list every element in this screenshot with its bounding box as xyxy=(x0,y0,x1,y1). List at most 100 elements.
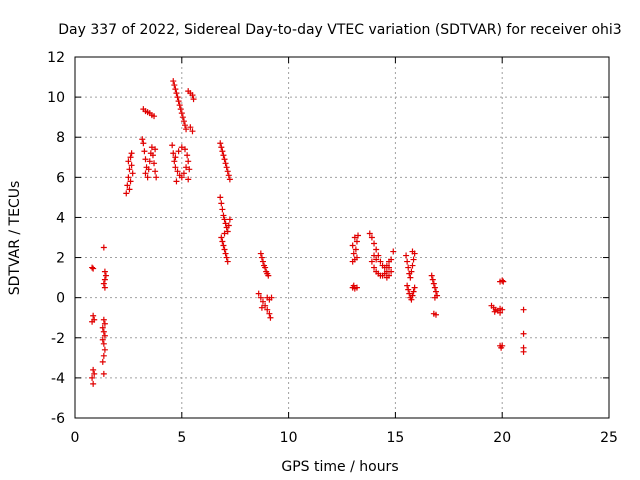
data-point xyxy=(173,178,180,185)
data-point xyxy=(100,280,107,287)
data-point xyxy=(125,158,132,165)
data-point xyxy=(101,284,108,291)
data-point xyxy=(404,282,411,289)
data-point xyxy=(90,366,97,373)
data-point xyxy=(89,318,96,325)
data-point xyxy=(499,277,506,284)
data-point xyxy=(349,258,356,265)
data-point xyxy=(408,296,415,303)
data-point xyxy=(173,90,180,97)
data-point xyxy=(222,220,229,227)
plot-frame xyxy=(74,56,610,419)
data-point xyxy=(430,280,437,287)
data-point xyxy=(403,252,410,259)
y-tick-label: 2 xyxy=(56,251,65,267)
data-point xyxy=(129,170,136,177)
data-point xyxy=(189,128,196,135)
data-point xyxy=(405,286,412,293)
data-point xyxy=(172,86,179,93)
data-point xyxy=(409,262,416,269)
data-point xyxy=(224,228,231,235)
data-point xyxy=(371,252,378,259)
data-point xyxy=(226,216,233,223)
data-point xyxy=(183,126,190,133)
data-point xyxy=(179,114,186,121)
data-point xyxy=(100,352,107,359)
y-tick-label: -6 xyxy=(51,411,65,427)
data-point xyxy=(178,144,185,151)
y-tick-label: 12 xyxy=(47,50,65,66)
data-point xyxy=(99,336,106,343)
data-point xyxy=(146,158,153,165)
data-point xyxy=(219,206,226,213)
data-point xyxy=(373,246,380,253)
data-point xyxy=(100,244,107,251)
data-point xyxy=(520,306,527,313)
data-point xyxy=(223,164,230,171)
data-point xyxy=(123,190,130,197)
data-point xyxy=(226,176,233,183)
data-point xyxy=(149,152,156,159)
data-point xyxy=(409,248,416,255)
data-point xyxy=(351,234,358,241)
data-point xyxy=(258,304,265,311)
data-point xyxy=(520,330,527,337)
data-point xyxy=(371,264,378,271)
data-point xyxy=(267,314,274,321)
data-point xyxy=(222,160,229,167)
data-point xyxy=(498,344,505,351)
data-point xyxy=(352,246,359,253)
data-point xyxy=(101,332,108,339)
data-point xyxy=(126,166,133,173)
y-tick-label: -2 xyxy=(51,331,65,347)
data-point xyxy=(153,174,160,181)
data-point xyxy=(171,158,178,165)
data-point xyxy=(90,312,97,319)
data-point xyxy=(185,158,192,165)
data-point xyxy=(174,94,181,101)
data-point xyxy=(368,258,375,265)
data-point xyxy=(405,264,412,271)
data-point xyxy=(368,234,375,241)
data-point xyxy=(140,140,147,147)
data-point xyxy=(220,152,227,159)
data-point xyxy=(148,144,155,151)
data-point xyxy=(170,78,177,85)
data-point xyxy=(377,258,384,265)
data-point xyxy=(127,178,134,185)
data-point xyxy=(353,254,360,261)
data-point xyxy=(259,298,266,305)
data-point xyxy=(264,306,271,313)
data-point xyxy=(172,154,179,161)
data-point xyxy=(144,174,151,181)
data-point xyxy=(139,136,146,143)
data-point xyxy=(410,256,417,263)
data-point xyxy=(186,166,193,173)
x-tick-labels: 0 5 10 15 20 25 xyxy=(71,430,618,446)
data-point xyxy=(183,164,190,171)
data-point xyxy=(371,240,378,247)
x-tick-label: 25 xyxy=(600,430,618,446)
data-point xyxy=(222,250,229,257)
data-point xyxy=(266,310,273,317)
data-point xyxy=(90,265,97,272)
data-point xyxy=(429,276,436,283)
data-point xyxy=(225,172,232,179)
data-point xyxy=(100,316,107,323)
data-point xyxy=(172,164,179,171)
data-point xyxy=(262,302,269,309)
data-point xyxy=(91,370,98,377)
data-point xyxy=(268,294,275,301)
data-point xyxy=(169,142,176,149)
data-point xyxy=(127,154,134,161)
data-point xyxy=(185,176,192,183)
data-point xyxy=(406,290,413,297)
data-point xyxy=(265,272,272,279)
data-point xyxy=(219,148,226,155)
data-point xyxy=(255,290,262,297)
data-point xyxy=(259,258,266,265)
data-point xyxy=(407,274,414,281)
data-point xyxy=(171,82,178,89)
data-point xyxy=(220,212,227,219)
